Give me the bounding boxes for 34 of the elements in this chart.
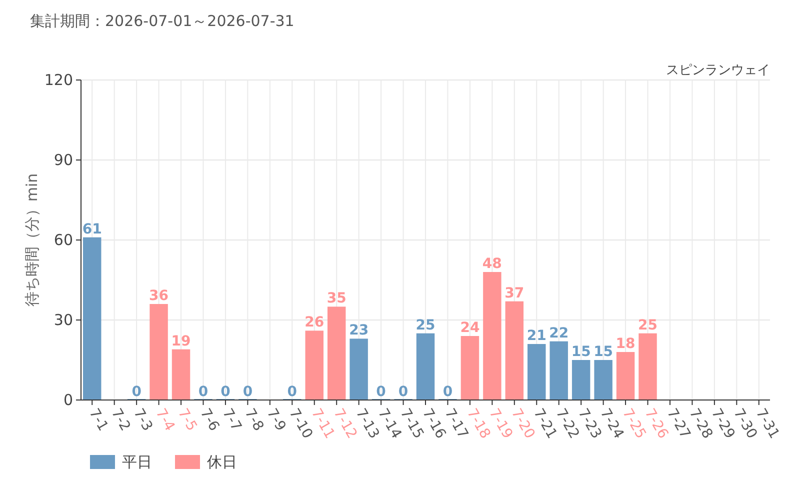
data-label: 48 xyxy=(482,256,502,272)
data-label: 15 xyxy=(594,344,614,360)
y-tick-label: 90 xyxy=(54,151,73,169)
data-label: 23 xyxy=(349,322,369,339)
y-tick-label: 120 xyxy=(44,71,73,89)
data-label: 24 xyxy=(460,320,480,336)
data-label: 61 xyxy=(82,221,102,238)
data-label: 22 xyxy=(549,325,569,342)
data-label: 0 xyxy=(376,384,386,400)
legend-label: 休日 xyxy=(207,453,237,471)
data-label: 15 xyxy=(571,344,591,360)
data-label: 18 xyxy=(616,336,636,352)
data-label: 0 xyxy=(287,384,298,400)
chart-subtitle: スピンランウェイ xyxy=(666,63,770,78)
legend-label: 平日 xyxy=(122,453,152,471)
data-label: 35 xyxy=(326,290,346,307)
data-label: 0 xyxy=(132,384,142,400)
data-label: 21 xyxy=(526,328,546,344)
data-label: 0 xyxy=(242,384,253,400)
data-label: 0 xyxy=(220,384,231,400)
y-tick-label: 60 xyxy=(54,231,73,249)
data-label: 0 xyxy=(198,384,208,400)
data-label: 37 xyxy=(504,285,524,302)
data-label: 26 xyxy=(304,314,324,331)
chart-title: 集計期間：2026-07-01～2026-07-31 xyxy=(30,12,294,30)
data-label: 0 xyxy=(398,384,408,400)
data-label: 36 xyxy=(149,288,169,304)
data-label: 25 xyxy=(416,317,436,334)
data-label: 0 xyxy=(442,384,453,400)
data-label: 19 xyxy=(171,333,191,350)
y-tick-label: 30 xyxy=(54,311,73,329)
data-label: 25 xyxy=(638,317,658,334)
y-axis-title: 待ち時間（分）min xyxy=(23,173,41,307)
y-tick-label: 0 xyxy=(63,391,73,409)
